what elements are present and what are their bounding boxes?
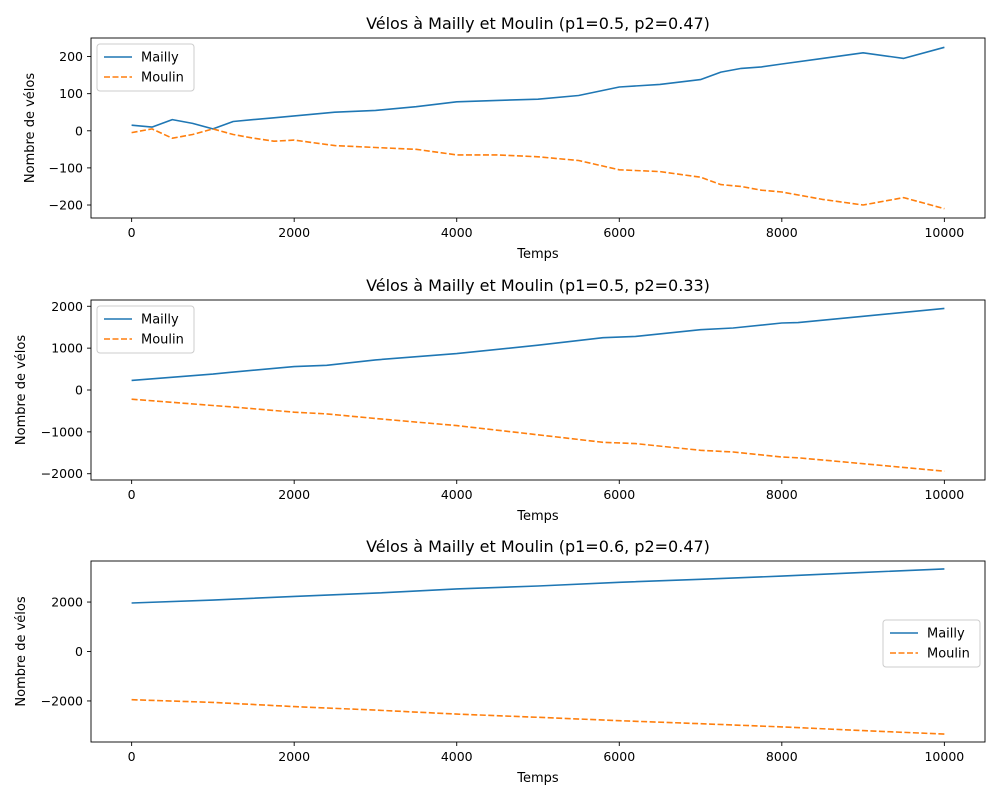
series-line-mailly <box>131 568 945 604</box>
y-tick-label: −100 <box>49 160 83 175</box>
y-tick-label: −2000 <box>41 693 83 708</box>
x-tick-label: 2000 <box>278 225 310 240</box>
y-tick-label: 100 <box>59 86 83 101</box>
legend-label-moulin: Moulin <box>141 71 184 86</box>
legend: Mailly Moulin <box>96 305 195 354</box>
y-tick-label: −2000 <box>41 466 83 481</box>
legend-label-moulin: Moulin <box>141 333 184 348</box>
x-tick-label: 4000 <box>441 487 473 502</box>
series-line-mailly <box>131 46 945 130</box>
series-line-mailly <box>131 307 945 382</box>
x-tick-label: 4000 <box>441 225 473 240</box>
y-axis-label: Nombre de vélos <box>23 73 38 183</box>
series-line-moulin <box>131 398 945 472</box>
legend-label-mailly: Mailly <box>927 627 965 642</box>
x-tick-label: 8000 <box>766 225 798 240</box>
chart-panel-3: 0 2000 4000 6000 8000 10000 −2000 0 2000 Vélos à … <box>14 537 986 786</box>
y-axis-label: Nombre de vélos <box>14 596 29 706</box>
y-tick-label: 200 <box>59 49 83 64</box>
chart-panel-1: 0 2000 4000 6000 8000 10000 −200 −100 0 100 200 Vél… <box>23 14 986 262</box>
y-tick-label: 2000 <box>51 299 83 314</box>
y-tick-label: 0 <box>75 644 83 659</box>
x-tick-label: 4000 <box>441 749 473 764</box>
y-tick-label: 0 <box>75 383 83 398</box>
y-tick-label: 2000 <box>51 595 83 610</box>
chart-panel-2: 0 2000 4000 6000 8000 10000 −2000 −1000 0 1000 200… <box>14 276 986 524</box>
x-tick-label: 6000 <box>603 749 635 764</box>
x-tick-label: 2000 <box>278 487 310 502</box>
y-tick-label: −200 <box>49 198 83 213</box>
x-axis-label: Temps <box>516 509 559 524</box>
y-axis-label: Nombre de vélos <box>14 335 29 445</box>
x-tick-label: 10000 <box>924 487 964 502</box>
y-tick-label: 1000 <box>51 341 83 356</box>
plot-frame <box>90 299 986 481</box>
legend-box <box>96 43 195 92</box>
chart-title: Vélos à Mailly et Moulin (p1=0.6, p2=0.4… <box>366 537 710 556</box>
legend: Mailly Moulin <box>882 619 981 668</box>
x-axis-label: Temps <box>516 247 559 262</box>
x-tick-label: 6000 <box>603 487 635 502</box>
x-tick-label: 8000 <box>766 487 798 502</box>
plot-frame <box>90 560 986 743</box>
x-tick-label: 10000 <box>924 225 964 240</box>
legend-label-moulin: Moulin <box>927 647 970 662</box>
legend: Mailly Moulin <box>96 43 195 92</box>
x-axis-label: Temps <box>516 771 559 786</box>
chart-title: Vélos à Mailly et Moulin (p1=0.5, p2=0.4… <box>366 14 710 33</box>
x-tick-label: 6000 <box>603 225 635 240</box>
x-tick-label: 2000 <box>278 749 310 764</box>
legend-box <box>96 305 195 354</box>
x-tick-label: 0 <box>128 225 136 240</box>
legend-label-mailly: Mailly <box>141 313 179 328</box>
x-tick-label: 0 <box>128 749 136 764</box>
x-tick-label: 0 <box>128 487 136 502</box>
x-tick-label: 10000 <box>924 749 964 764</box>
y-tick-label: 0 <box>75 123 83 138</box>
x-tick-label: 8000 <box>766 749 798 764</box>
series-line-moulin <box>131 128 945 210</box>
chart-title: Vélos à Mailly et Moulin (p1=0.5, p2=0.3… <box>366 276 710 295</box>
y-tick-label: −1000 <box>41 424 83 439</box>
plot-frame <box>90 37 986 219</box>
series-line-moulin <box>131 698 945 735</box>
legend-label-mailly: Mailly <box>141 51 179 66</box>
legend-box <box>882 619 981 668</box>
